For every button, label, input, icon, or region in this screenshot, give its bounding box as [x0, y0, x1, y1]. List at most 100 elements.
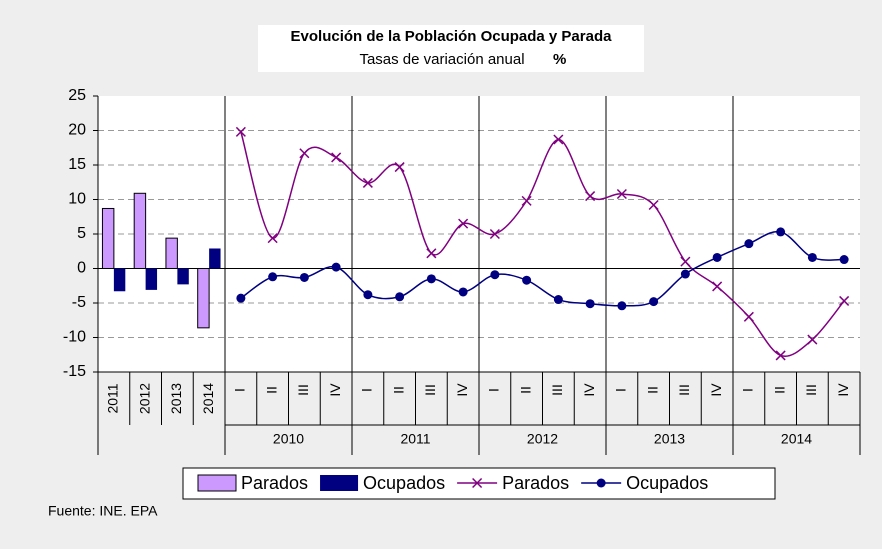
marker — [744, 239, 754, 249]
x-tick-label: IV — [327, 383, 343, 397]
x-tick-label: 2013 — [168, 383, 184, 414]
marker — [648, 199, 659, 211]
bar — [209, 248, 221, 269]
marker — [458, 287, 468, 297]
x-tick-label: III — [676, 384, 692, 396]
legend-label: Ocupados — [363, 473, 445, 493]
marker — [553, 134, 564, 145]
y-tick-label: -5 — [72, 294, 86, 311]
marker — [776, 227, 786, 237]
subtitle-unit: % — [553, 51, 566, 68]
x-tick-label: IV — [708, 383, 724, 397]
legend-label: Ocupados — [626, 473, 708, 493]
marker — [839, 255, 849, 265]
x-tick-label: III — [422, 384, 438, 396]
marker — [521, 195, 532, 206]
x-tick-label: IV — [454, 383, 470, 397]
marker — [426, 248, 437, 259]
marker — [363, 290, 373, 300]
group-label: 2012 — [527, 431, 558, 447]
marker — [268, 272, 278, 282]
legend-marker — [596, 478, 606, 488]
bar — [133, 192, 147, 269]
marker — [807, 334, 818, 345]
source-note: Fuente: INE. EPA — [48, 503, 158, 519]
x-tick-label: I — [613, 388, 629, 392]
marker — [235, 126, 246, 137]
x-tick-label: IV — [581, 383, 597, 397]
marker — [394, 162, 405, 173]
marker — [299, 272, 309, 282]
x-tick-label: II — [644, 386, 660, 394]
marker — [522, 275, 532, 285]
x-tick-label: II — [517, 386, 533, 394]
bar — [101, 207, 115, 269]
x-tick-label: I — [359, 388, 375, 392]
x-tick-label: I — [740, 388, 756, 392]
y-tick-label: 15 — [68, 156, 86, 173]
bar — [165, 237, 178, 269]
marker — [775, 350, 786, 361]
bar — [145, 268, 158, 290]
marker — [236, 293, 246, 303]
marker — [490, 270, 500, 280]
marker — [712, 252, 722, 262]
x-tick-label: II — [771, 386, 787, 394]
x-tick-label: III — [549, 384, 565, 396]
bar — [197, 268, 210, 329]
x-tick-label: III — [803, 384, 819, 396]
chart-subtitle: Tasas de variación anual — [359, 51, 524, 68]
marker — [362, 177, 373, 188]
x-tick-label: II — [390, 386, 406, 394]
line — [240, 131, 845, 357]
legend-marker — [472, 477, 483, 489]
bar — [177, 268, 189, 285]
marker — [331, 262, 341, 272]
marker — [489, 228, 500, 240]
x-tick-label: I — [232, 388, 248, 392]
marker — [807, 252, 817, 262]
y-tick-label: 0 — [77, 260, 86, 277]
x-tick-label: II — [263, 386, 279, 394]
marker — [331, 152, 342, 163]
marker — [616, 188, 627, 200]
legend-label: Parados — [502, 473, 569, 493]
y-tick-label: 5 — [77, 225, 86, 242]
x-tick-label: 2014 — [200, 383, 216, 414]
marker — [458, 218, 469, 229]
x-tick-label: IV — [835, 383, 851, 397]
legend-swatch — [320, 475, 359, 491]
marker — [680, 269, 690, 279]
marker — [299, 148, 310, 159]
x-tick-label: III — [295, 384, 311, 396]
marker — [426, 274, 436, 284]
marker — [712, 281, 723, 292]
marker — [649, 297, 659, 307]
bar — [113, 268, 126, 292]
y-tick-label: 20 — [68, 122, 86, 139]
group-label: 2011 — [400, 431, 430, 447]
x-tick-label: I — [486, 388, 502, 392]
group-label: 2013 — [654, 431, 685, 447]
marker — [395, 292, 405, 302]
group-label: 2010 — [273, 431, 304, 447]
marker — [617, 301, 627, 311]
marker — [743, 311, 754, 322]
y-tick-label: -15 — [63, 363, 86, 380]
title-box — [258, 25, 644, 72]
marker — [267, 233, 278, 244]
legend-label: Parados — [241, 473, 308, 493]
marker — [680, 256, 691, 267]
y-tick-label: -10 — [63, 329, 86, 346]
y-tick-label: 10 — [68, 191, 86, 208]
marker — [585, 191, 596, 202]
x-tick-label: 2012 — [136, 383, 152, 414]
marker — [839, 295, 850, 306]
y-tick-label: 25 — [68, 87, 86, 104]
legend-swatch — [197, 474, 237, 492]
x-tick-label: 2011 — [105, 383, 121, 413]
marker — [553, 295, 563, 305]
chart-title: Evolución de la Población Ocupada y Para… — [291, 28, 613, 45]
group-label: 2014 — [781, 431, 812, 447]
